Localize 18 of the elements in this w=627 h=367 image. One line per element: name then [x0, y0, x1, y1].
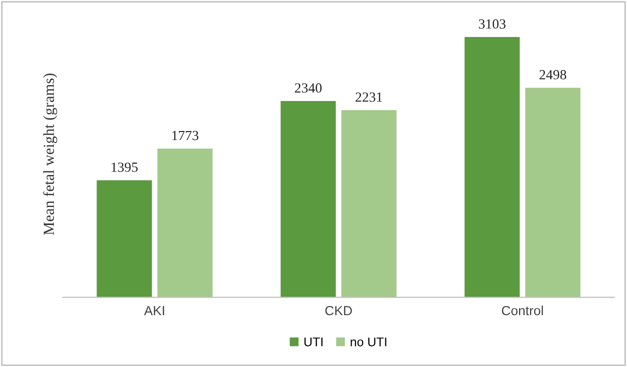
bar: [96, 180, 152, 298]
data-label: 1395: [112, 162, 138, 172]
legend-label: UTI: [304, 338, 322, 346]
bar: [280, 101, 336, 298]
bar: [525, 88, 580, 298]
bar: [157, 148, 213, 298]
bar: [464, 37, 520, 298]
bar: [341, 110, 397, 298]
data-label: 2231: [356, 92, 382, 102]
x-tick-label: AKI: [144, 306, 164, 316]
data-label: 2498: [540, 70, 566, 80]
legend-label: no UTI: [350, 338, 386, 346]
data-label: 1773: [172, 130, 198, 140]
x-tick-label: CKD: [325, 306, 352, 316]
data-label: 3103: [478, 19, 506, 29]
y-axis-title: Mean fetal weight (grams): [43, 74, 58, 235]
x-tick-label: Control: [502, 306, 543, 316]
data-label: 2340: [294, 83, 322, 93]
